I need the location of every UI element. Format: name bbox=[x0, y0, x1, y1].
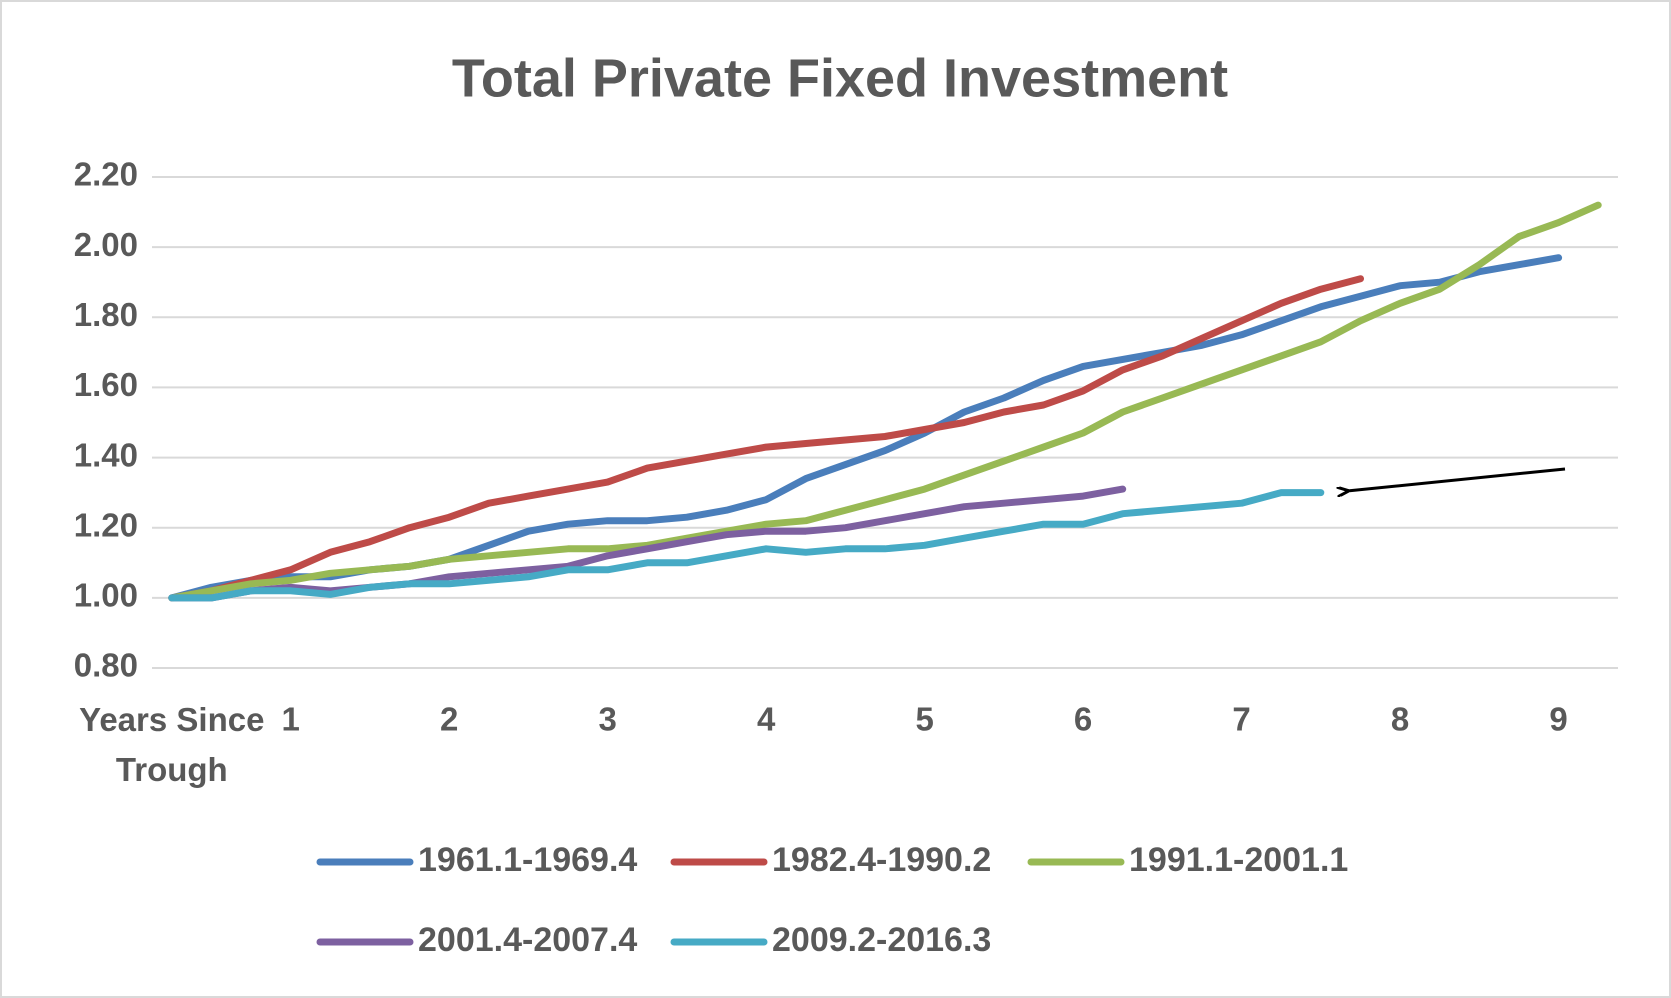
x-tick-label: 7 bbox=[1232, 701, 1250, 738]
y-tick-label: 1.20 bbox=[74, 506, 138, 543]
series-line bbox=[168, 275, 1364, 602]
lines bbox=[168, 201, 1602, 602]
legend-label: 1991.1-2001.1 bbox=[1129, 841, 1348, 879]
y-tick-label: 1.00 bbox=[74, 577, 138, 614]
x-tick-label: 3 bbox=[598, 701, 616, 738]
legend-label: 1982.4-1990.2 bbox=[772, 841, 991, 879]
labels: 0.80 1.00 1.20 1.40 1.60 1.80 2.00 2.20 Years Si… bbox=[74, 156, 1568, 959]
y-tick-label: 1.60 bbox=[74, 366, 138, 403]
y-tick-label: 1.40 bbox=[74, 436, 138, 473]
x-tick-label: 8 bbox=[1391, 701, 1409, 738]
x-tick-label: 1 bbox=[281, 701, 299, 738]
series-line bbox=[168, 489, 1325, 602]
y-tick-label: 1.80 bbox=[74, 296, 138, 333]
annotation-arrow bbox=[1347, 467, 1566, 491]
y-tick-label: 2.00 bbox=[74, 226, 138, 263]
x-tick-label: 5 bbox=[915, 701, 933, 738]
x-tick-label: 9 bbox=[1549, 701, 1567, 738]
x-tick-label: Years Since Trough bbox=[79, 701, 264, 788]
series-line bbox=[168, 201, 1602, 602]
chart-title: Total Private Fixed Investment bbox=[452, 48, 1228, 108]
y-tick-label: 2.20 bbox=[74, 156, 138, 193]
legend-label: 2001.4-2007.4 bbox=[418, 921, 637, 959]
x-tick-label: 2 bbox=[440, 701, 458, 738]
x-tick-label: 6 bbox=[1074, 701, 1092, 738]
legend-label: 2009.2-2016.3 bbox=[772, 921, 991, 959]
x-tick-label: 4 bbox=[757, 701, 776, 738]
legend-label: 1961.1-1969.4 bbox=[418, 841, 637, 879]
y-tick-label: 0.80 bbox=[74, 647, 138, 684]
series-line bbox=[168, 485, 1127, 602]
